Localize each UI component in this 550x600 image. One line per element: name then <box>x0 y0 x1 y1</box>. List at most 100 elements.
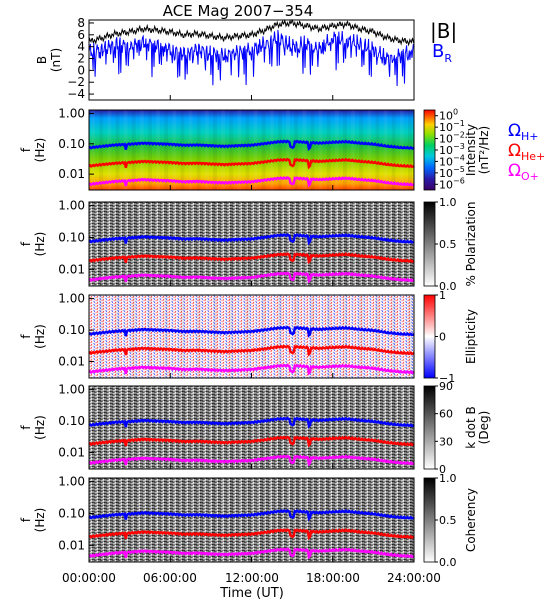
colorbar: 90 60 30 0 k dot B (Deg) <box>423 380 491 476</box>
spectrogram-image <box>89 478 414 562</box>
y-tick-label: 2 <box>77 52 85 66</box>
colorbar-title: (nT²/Hz) <box>477 126 491 174</box>
colorbar-tick-label: 0.5 <box>439 238 457 251</box>
gyro-O-plus <box>88 547 415 560</box>
gyro-He-plus <box>88 252 415 265</box>
x-tick-label: 06:00:00 <box>143 571 197 585</box>
gyro-O-plus <box>88 176 415 188</box>
y-axis-title: (Hz) <box>33 324 47 349</box>
gyro-He-plus <box>88 435 415 448</box>
y-tick-label: 0.10 <box>58 323 85 337</box>
y-tick-label: 1.00 <box>58 383 85 397</box>
gyro-H-plus <box>88 232 415 246</box>
x-tick-label: 18:00:00 <box>306 571 360 585</box>
x-axis-title: Time (UT) <box>219 586 284 600</box>
colorbar: 1.0 0.5 0.0 Coherency <box>423 472 478 569</box>
gyro-He-plus <box>88 344 415 357</box>
y-axis-title: f <box>19 241 33 246</box>
colorbar-tick-label: 60 <box>439 408 453 421</box>
colorbar-tick-label: −1 <box>439 372 455 385</box>
y-tick-label: 0.01 <box>58 355 85 369</box>
colorbar-gradient <box>423 385 436 470</box>
gyro-He-plus <box>88 528 415 541</box>
colorbar-tick-label: 1.0 <box>439 196 457 209</box>
gyro-H-plus <box>88 508 415 522</box>
gyro-H-plus <box>88 325 415 338</box>
colorbar-gradient <box>423 294 436 379</box>
colorbar-tick-label: 0 <box>439 463 446 476</box>
y-tick-label: 0 <box>77 63 85 77</box>
y-tick-label: 1.00 <box>58 292 85 306</box>
x-tick-label: 12:00:00 <box>225 571 279 585</box>
x-tick-label: 24:00:00 <box>387 571 441 585</box>
colorbar-title: Intensity <box>464 124 478 176</box>
y-tick-label: 0.01 <box>58 446 85 460</box>
gyro-H-plus <box>88 139 415 152</box>
chart-title: ACE Mag 2007−354 <box>163 2 314 20</box>
gyro-O-plus <box>88 363 415 376</box>
gyro-H-plus <box>88 416 415 429</box>
y-tick-label: 1.00 <box>58 106 85 120</box>
spectrogram-image <box>89 110 414 190</box>
y-tick-label: −4 <box>67 87 85 101</box>
panel-polarization: 1.00 0.10 0.01 f (Hz) 1.0 0.5 0.0 % Polarization <box>19 196 478 293</box>
spectrogram-image <box>89 202 414 286</box>
colorbar-tick-label: 1.0 <box>439 472 457 485</box>
y-axis-title: (Hz) <box>33 508 47 533</box>
colorbar-tick-label: 0.0 <box>439 556 457 569</box>
y-axis-title: f <box>19 147 33 152</box>
y-tick-label: 1.00 <box>58 475 85 489</box>
legend-O-plus: ΩO+ <box>508 161 539 183</box>
y-axis-title: (Hz) <box>33 138 47 163</box>
colorbar-tick-label: 1 <box>439 289 446 302</box>
colorbar-tick-label: 90 <box>439 380 453 393</box>
y-axis-title: (nT) <box>49 48 63 72</box>
colorbar-gradient <box>423 109 436 191</box>
panel-k-dot-B: 1.00 0.10 0.01 f (Hz) 90 60 30 0 k dot B (Deg) <box>19 380 491 476</box>
y-tick-label: 0.10 <box>58 230 85 244</box>
panel-coherency: 1.00 0.10 0.01 f (Hz) 1.0 0.5 0.0 Coherency <box>19 472 478 569</box>
y-tick-label: 6 <box>77 28 85 42</box>
colorbar-tick-label: 10−6 <box>439 176 465 191</box>
gyro-O-plus <box>88 454 415 467</box>
legend-gyrofrequencies: ΩH+ ΩHe+ ΩO+ <box>508 121 545 183</box>
y-tick-label: 0.10 <box>58 506 85 520</box>
y-tick-label: 0.10 <box>58 414 85 428</box>
y-axis-title: f <box>19 334 33 339</box>
colorbar: 1 0 −1 Ellipticity <box>423 289 478 385</box>
series-B-magnitude <box>88 18 415 47</box>
colorbar-title: k dot B <box>464 406 478 448</box>
gyro-He-plus <box>88 157 415 170</box>
legend-magnetic-field: |B| BR <box>430 19 457 65</box>
y-axis-title: f <box>19 425 33 430</box>
spectrogram-image <box>89 295 414 378</box>
y-tick-label: 8 <box>77 16 85 30</box>
panel-intensity: 1.00 0.10 0.01 f (Hz) 10010−110−210−310−410−5… <box>19 106 491 191</box>
legend-B-radial: BR <box>432 41 452 65</box>
colorbar-tick-label: 30 <box>439 435 453 448</box>
colorbar-title: Coherency <box>464 488 478 552</box>
y-axis-title: f <box>19 517 33 522</box>
gyro-O-plus <box>88 271 415 284</box>
y-tick-label: 1.00 <box>58 199 85 213</box>
y-axis-title: (Hz) <box>33 232 47 257</box>
colorbar-gradient <box>423 201 436 287</box>
spectrogram-image <box>89 386 414 469</box>
y-tick-label: 0.01 <box>58 538 85 552</box>
legend-He-plus: ΩHe+ <box>508 141 545 163</box>
x-axis-labels: 00:00:00 06:00:00 12:00:00 18:00:00 24:0… <box>62 571 441 600</box>
legend-B-magnitude: |B| <box>430 19 457 43</box>
colorbar-tick-label: 0 <box>439 331 446 344</box>
y-axis-title: B <box>35 56 49 64</box>
colorbar-title: % Polarization <box>464 202 478 287</box>
legend-H-plus: ΩH+ <box>508 121 539 143</box>
colorbar: 1.0 0.5 0.0 % Polarization <box>423 196 478 293</box>
colorbar-title: (Deg) <box>477 411 491 445</box>
y-tick-label: 4 <box>77 40 85 54</box>
series-B-radial <box>88 29 415 87</box>
y-axis-title: (Hz) <box>33 415 47 440</box>
y-tick-label: 0.01 <box>58 167 85 181</box>
